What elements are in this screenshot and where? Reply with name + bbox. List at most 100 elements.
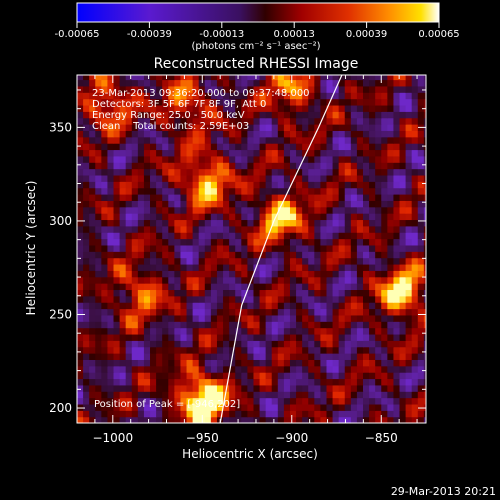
heatmap-cell [289,378,297,386]
heatmap-cell [83,124,90,131]
heatmap-cell [235,302,242,310]
heatmap-cell [156,149,163,157]
heatmap-cell [375,136,382,144]
heatmap-cell [210,225,218,233]
heatmap-cell [223,130,230,138]
heatmap-cell [95,384,102,392]
heatmap-cell [216,155,224,163]
heatmap-cell [210,410,218,418]
heatmap-cell [192,372,200,380]
heatmap-cell [192,213,200,221]
heatmap-cell [271,302,279,310]
heatmap-cell [332,359,340,367]
heatmap-cell [143,340,151,348]
heatmap-cell [180,187,188,195]
heatmap-cell [229,321,236,329]
heatmap-cell [375,206,382,214]
heatmap-cell [332,276,340,284]
heatmap-cell [320,391,328,399]
heatmap-cell [137,372,145,380]
heatmap-cell [411,136,419,144]
heatmap-cell [350,289,358,297]
heatmap-cell [369,333,376,341]
heatmap-cell [113,384,121,392]
heatmap-cell [375,314,382,322]
heatmap-cell [83,143,90,151]
heatmap-cell [204,98,212,106]
heatmap-cell [296,384,303,392]
heatmap-cell [375,346,382,354]
heatmap-cell [192,251,200,259]
heatmap-cell [101,327,109,335]
heatmap-cell [150,359,157,367]
heatmap-cell [344,410,352,418]
heatmap-cell [289,124,297,131]
heatmap-cell [137,111,145,119]
heatmap-cell [271,321,279,329]
heatmap-cell [83,92,90,100]
heatmap-cell [83,168,90,176]
heatmap-cell [259,181,267,189]
heatmap-cell [259,85,267,93]
heatmap-cell [143,98,151,106]
heatmap-cell [423,149,426,157]
heatmap-cell [150,314,157,322]
heatmap-cell [247,333,255,341]
heatmap-cell [277,92,285,100]
heatmap-cell [283,244,291,252]
heatmap-cell [186,206,194,214]
heatmap-cell [192,308,200,316]
heatmap-cell [131,111,139,119]
heatmap-cell [356,174,364,182]
heatmap-cell [253,130,261,138]
heatmap-cell [296,397,303,405]
heatmap-cell [332,117,340,125]
heatmap-cell [113,365,121,373]
heatmap-cell [162,136,169,144]
heatmap-cell [168,206,175,214]
heatmap-cell [216,79,224,87]
heatmap-cell [314,321,322,329]
heatmap-cell [338,416,346,423]
heatmap-cell [168,365,175,373]
heatmap-cell [113,314,121,322]
heatmap-cell [363,193,370,201]
heatmap-cell [259,168,267,176]
heatmap-cell [277,187,285,195]
heatmap-cell [405,372,413,380]
heatmap-cell [131,384,139,392]
heatmap-cell [150,327,157,335]
heatmap-cell [216,397,224,405]
heatmap-cell [229,143,236,151]
heatmap-cell [405,263,413,271]
heatmap-cell [369,168,376,176]
heatmap-cell [332,181,340,189]
heatmap-cell [369,283,376,291]
heatmap-cell [241,276,248,284]
heatmap-cell [411,225,419,233]
heatmap-cell [381,327,388,335]
heatmap-cell [210,193,218,201]
heatmap-cell [381,302,388,310]
heatmap-cell [314,416,322,423]
heatmap-cell [302,244,309,252]
heatmap-cell [210,92,218,100]
heatmap-cell [265,340,273,348]
heatmap-cell [314,143,322,151]
heatmap-cell [314,238,322,246]
heatmap-cell [417,187,425,195]
heatmap-cell [223,98,230,106]
heatmap-cell [156,391,163,399]
y-tick-label: 200 [49,401,72,415]
heatmap-cell [356,403,364,411]
heatmap-cell [326,410,334,418]
heatmap-cell [308,302,315,310]
heatmap-cell [405,314,413,322]
heatmap-cell [344,302,352,310]
heatmap-cell [265,397,273,405]
heatmap-cell [247,79,255,87]
heatmap-cell [326,378,334,386]
heatmap-cell [162,181,169,189]
heatmap-cell [320,187,328,195]
heatmap-cell [143,238,151,246]
